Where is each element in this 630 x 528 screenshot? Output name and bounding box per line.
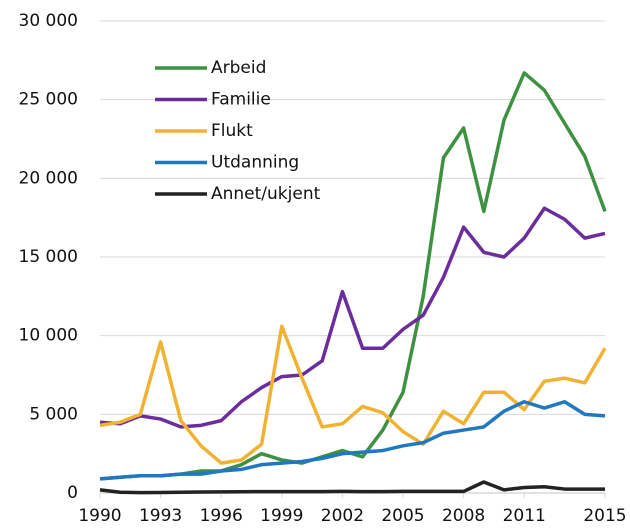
y-tick-label: 5 000 [29, 404, 78, 424]
x-tick-label: 1993 [139, 506, 182, 526]
x-tick-label: 1999 [260, 506, 303, 526]
x-tick-label: 2008 [442, 506, 485, 526]
x-tick-label: 2011 [503, 506, 546, 526]
legend-label: Arbeid [211, 58, 266, 78]
series-line [99, 71, 607, 481]
y-tick-label: 0 [67, 483, 78, 503]
x-tick-label: 2015 [583, 506, 626, 526]
x-tick-label: 1990 [78, 506, 121, 526]
y-tick-label: 15 000 [19, 247, 78, 267]
legend-label: Annet/ukjent [211, 184, 321, 204]
x-tick-label: 2002 [321, 506, 364, 526]
y-tick-label: 25 000 [19, 90, 78, 110]
x-tick-label: 2005 [381, 506, 424, 526]
legend-label: Familie [211, 90, 271, 110]
x-tick-label: 1996 [200, 506, 243, 526]
legend-label: Flukt [211, 121, 253, 141]
series-line [99, 399, 606, 481]
y-tick-label: 20 000 [19, 168, 78, 188]
legend-label: Utdanning [211, 153, 299, 173]
series-line [99, 324, 607, 465]
series-line [99, 480, 605, 495]
y-tick-label: 30 000 [19, 11, 78, 31]
y-tick-label: 10 000 [19, 326, 78, 346]
